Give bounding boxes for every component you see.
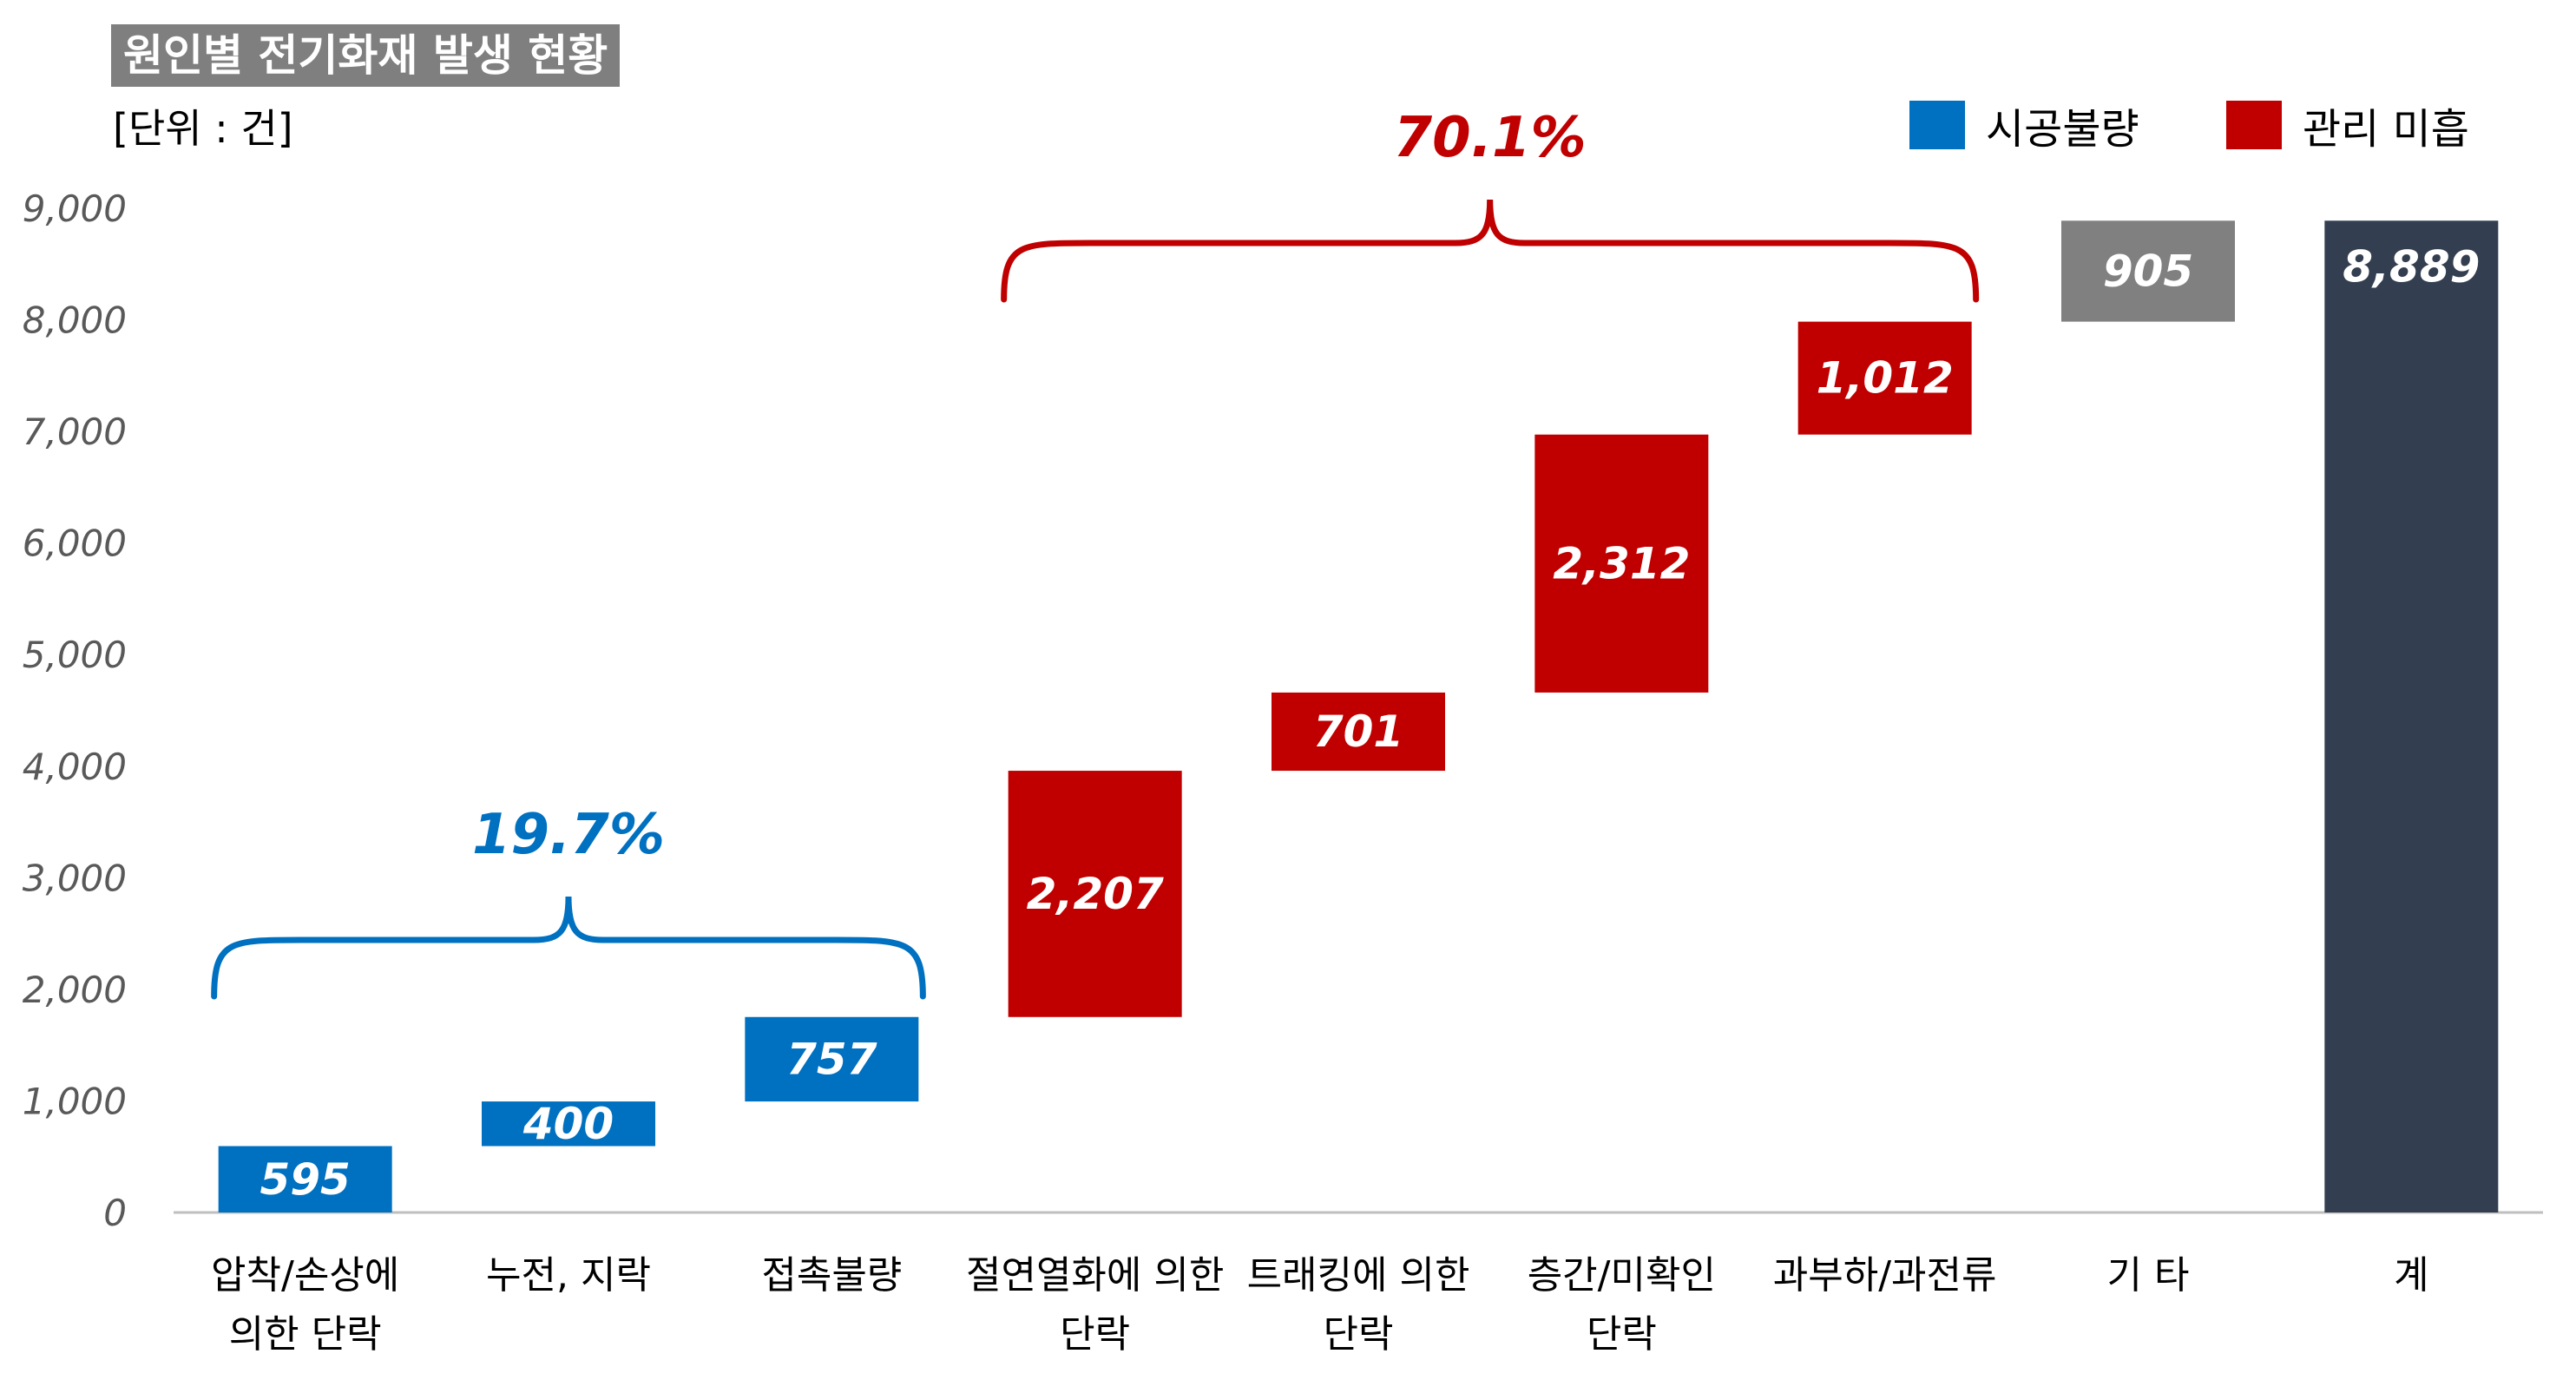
brace: [211, 896, 926, 1000]
bar-0: [218, 1146, 392, 1212]
unit-label: [단위 : 건]: [113, 105, 293, 152]
data-label: 2,207: [1027, 869, 1164, 919]
data-label: 905: [2103, 246, 2193, 296]
x-tick-label: 의한 단락: [229, 1312, 382, 1357]
y-tick-label: 5,000: [23, 634, 127, 676]
x-tick-label: 누전, 지락: [486, 1253, 651, 1298]
legend-swatch-construction: [1909, 101, 1965, 149]
bar-8: [2324, 220, 2499, 1213]
data-label: 595: [260, 1154, 350, 1205]
bar-5: [1534, 434, 1709, 693]
x-tick-label: 단락: [1587, 1312, 1657, 1357]
x-tick-label: 트래킹에 의한: [1247, 1253, 1470, 1298]
x-tick-label: 절연열화에 의한: [966, 1253, 1224, 1298]
bar-layer: [218, 220, 2499, 1213]
x-tick-label: 층간/미확인: [1528, 1253, 1716, 1298]
legend-item-construction: 시공불량: [1909, 97, 2139, 154]
brace: [1001, 199, 1980, 303]
legend-item-management: 관리 미흡: [2226, 97, 2469, 154]
bar-4: [1272, 692, 1445, 772]
brace-layer: [211, 199, 1980, 1000]
x-tick-label: 기 타: [2107, 1253, 2190, 1298]
percentage-annotation: 19.7%: [472, 803, 665, 867]
y-tick-label: 8,000: [23, 299, 127, 342]
y-tick-label: 2,000: [23, 969, 127, 1011]
y-tick-label: 6,000: [23, 522, 127, 565]
bar-2: [745, 1016, 919, 1102]
data-label: 1,012: [1817, 353, 1954, 404]
bar-1: [482, 1101, 655, 1147]
bar-3: [1008, 771, 1182, 1017]
data-label: 701: [1313, 706, 1403, 757]
x-tick-label: 과부하/과전류: [1773, 1253, 1997, 1298]
y-tick-label: 1,000: [23, 1080, 127, 1122]
y-tick-label: 9,000: [23, 187, 127, 230]
chart-title: 원인별 전기화재 발생 현황: [111, 24, 621, 87]
percentage-annotation: 70.1%: [1394, 106, 1587, 170]
data-label: 400: [522, 1099, 614, 1149]
bar-6: [1797, 321, 1972, 435]
legend-label-construction: 시공불량: [1986, 105, 2139, 154]
data-label: 2,312: [1553, 538, 1690, 588]
legend-swatch-management: [2226, 101, 2282, 149]
x-tick-label: 단락: [1324, 1312, 1394, 1357]
x-tick-label: 계: [2394, 1253, 2428, 1298]
x-tick-label: 접촉불량: [761, 1253, 902, 1298]
x-tick-label: 압착/손상에: [211, 1253, 399, 1298]
y-tick-label: 7,000: [23, 411, 127, 453]
legend-label-management: 관리 미흡: [2303, 105, 2469, 154]
y-tick-label: 3,000: [23, 857, 127, 899]
x-tick-label: 단락: [1060, 1312, 1130, 1357]
data-label: 757: [786, 1034, 877, 1084]
axis-layer: 0 1,000 2,000 3,000 4,000 5,000 6,000 7,000 8,00…: [23, 187, 2543, 1234]
y-tick-label: 4,000: [23, 746, 127, 788]
data-label: 8,889: [2343, 241, 2480, 292]
y-tick-label: 0: [103, 1192, 127, 1234]
bar-7: [2061, 220, 2235, 322]
